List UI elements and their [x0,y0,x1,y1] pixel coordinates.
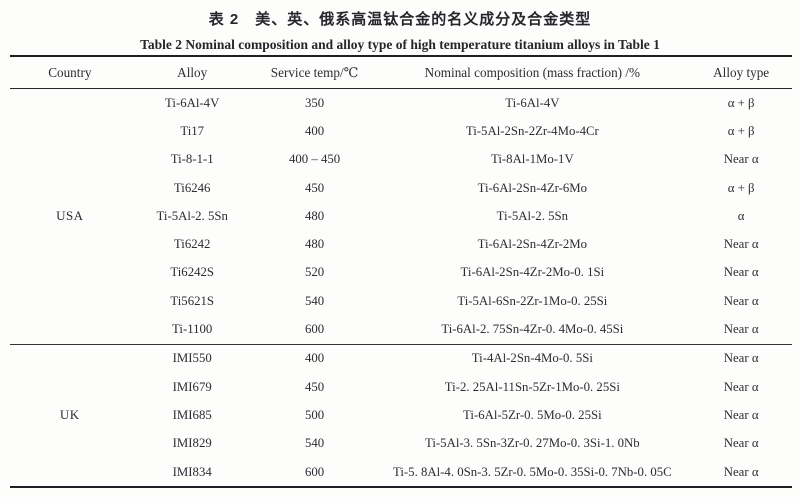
cell-service-temp: 350 [304,95,325,110]
cell-alloy-type: α + β [727,180,755,195]
cell-alloy: Ti-1100 [172,322,213,337]
cell-service-temp: 500 [304,407,325,422]
table-row: Ti6242 480 Ti-6Al-2Sn-4Zr-2Mo Near α [10,230,792,258]
cell-alloy-type: Near α [723,322,759,337]
cell-composition: Ti-5Al-2. 5Sn [496,208,569,223]
cell-alloy-type: Near α [723,407,759,422]
cell-alloy: IMI679 [172,379,212,394]
cell-alloy-type: Near α [723,464,759,479]
table-row: IMI685 500 Ti-6Al-5Zr-0. 5Mo-0. 25Si Near α [10,401,792,429]
cell-country: UK [10,343,130,488]
cell-alloy: Ti6246 [173,180,211,195]
cell-composition: Ti-4Al-2Sn-4Mo-0. 5Si [374,343,691,373]
table-section-uk: UK IMI550 400 Ti-4Al-2Sn-4Mo-0. 5Si Near α IM… [10,343,792,488]
cell-alloy-type: Near α [723,265,759,280]
cell-alloy: IMI829 [172,436,212,451]
table-header-row: Country Alloy Service temp/℃ Nominal com… [10,56,792,89]
cell-service-temp: 540 [304,436,325,451]
cell-alloy: Ti-5Al-2. 5Sn [156,208,228,223]
table-section-usa: USA Ti-6Al-4V 350 Ti-6Al-4V α + β Ti17 400 Ti-5… [10,89,792,345]
cell-service-temp: 600 [304,464,325,479]
cell-composition: Ti-5Al-3. 5Sn-3Zr-0. 27Mo-0. 3Si-1. 0Nb [425,436,640,451]
cell-composition: Ti-5. 8Al-4. 0Sn-3. 5Zr-0. 5Mo-0. 35Si-0… [393,464,672,479]
table-title-chinese: 表 2 美、英、俄系高温钛合金的名义成分及合金类型 [208,11,592,28]
table-row: IMI679 450 Ti-2. 25Al-11Sn-5Zr-1Mo-0. 25Si… [10,373,792,401]
table-row: IMI829 540 Ti-5Al-3. 5Sn-3Zr-0. 27Mo-0. 3S… [10,430,792,458]
cell-service-temp: 400 [254,343,375,373]
cell-alloy: IMI685 [172,407,212,422]
cell-service-temp: 400 – 450 [288,152,341,167]
header-service-temp: Service temp/℃ [254,56,375,89]
cell-alloy-type: Near α [723,436,759,451]
cell-composition: Ti-6Al-4V [505,95,560,110]
cell-country: USA [56,208,84,224]
table-row: Ti17 400 Ti-5Al-2Sn-2Zr-4Mo-4Cr α + β [10,117,792,145]
cell-alloy: Ti6242S [170,265,215,280]
table-row: UK IMI550 400 Ti-4Al-2Sn-4Mo-0. 5Si Near α [10,343,792,488]
table-row: Ti-5Al-2. 5Sn 480 Ti-5Al-2. 5Sn α [10,202,792,230]
cell-alloy: Ti-6Al-4V [165,95,220,110]
cell-composition: Ti-6Al-2Sn-4Zr-6Mo [477,180,588,195]
table-row: Ti6242S 520 Ti-6Al-2Sn-4Zr-2Mo-0. 1Si Near … [10,259,792,287]
table-row: USA Ti-6Al-4V 350 Ti-6Al-4V α + β [10,89,792,224]
cell-composition: Ti-2. 25Al-11Sn-5Zr-1Mo-0. 25Si [444,379,620,394]
cell-service-temp: 450 [304,379,325,394]
cell-composition: Ti-6Al-2Sn-4Zr-2Mo-0. 1Si [460,265,605,280]
cell-service-temp: 480 [304,237,325,252]
table-row: Ti6246 450 Ti-6Al-2Sn-4Zr-6Mo α + β [10,174,792,202]
cell-alloy: Ti5621S [170,293,215,308]
cell-alloy: Ti17 [180,123,205,138]
alloy-table-container: Country Alloy Service temp/℃ Nominal com… [10,55,792,489]
cell-service-temp: 400 [304,123,325,138]
header-nominal-composition: Nominal composition (mass fraction) /% [374,56,691,89]
cell-composition: Ti-6Al-2Sn-4Zr-2Mo [477,237,588,252]
cell-alloy-type: Near α [723,152,759,167]
cell-alloy: IMI834 [172,464,212,479]
header-alloy-type: Alloy type [690,56,792,89]
cell-service-temp: 450 [304,180,325,195]
cell-alloy-type: α [737,208,745,223]
table-row: Ti-8-1-1 400 – 450 Ti-8Al-1Mo-1V Near α [10,146,792,174]
cell-composition: Ti-5Al-6Sn-2Zr-1Mo-0. 25Si [457,293,608,308]
table-row: IMI834 600 Ti-5. 8Al-4. 0Sn-3. 5Zr-0. 5Mo-… [10,458,792,487]
table-row: Ti-1100 600 Ti-6Al-2. 75Sn-4Zr-0. 4Mo-0. 4… [10,315,792,344]
cell-alloy-type: Near α [723,379,759,394]
header-country: Country [10,56,130,89]
alloy-table: Country Alloy Service temp/℃ Nominal com… [10,55,792,489]
cell-service-temp: 480 [304,208,325,223]
table-row: Ti5621S 540 Ti-5Al-6Sn-2Zr-1Mo-0. 25Si Near… [10,287,792,315]
cell-alloy-type: Near α [690,343,792,373]
cell-service-temp: 540 [304,293,325,308]
cell-alloy: IMI550 [129,343,255,373]
header-alloy: Alloy [129,56,255,89]
cell-alloy: Ti6242 [173,237,211,252]
cell-service-temp: 600 [304,322,325,337]
cell-composition: Ti-5Al-2Sn-2Zr-4Mo-4Cr [465,123,599,138]
cell-alloy-type: α + β [727,95,755,110]
cell-alloy-type: Near α [723,293,759,308]
table-title-english: Table 2 Nominal composition and alloy ty… [140,37,660,52]
cell-composition: Ti-6Al-2. 75Sn-4Zr-0. 4Mo-0. 45Si [441,322,624,337]
cell-service-temp: 520 [304,265,325,280]
cell-alloy-type: α + β [727,123,755,138]
cell-composition: Ti-8Al-1Mo-1V [490,152,574,167]
cell-alloy: Ti-8-1-1 [170,152,214,167]
cell-composition: Ti-6Al-5Zr-0. 5Mo-0. 25Si [463,407,602,422]
cell-alloy-type: Near α [723,237,759,252]
